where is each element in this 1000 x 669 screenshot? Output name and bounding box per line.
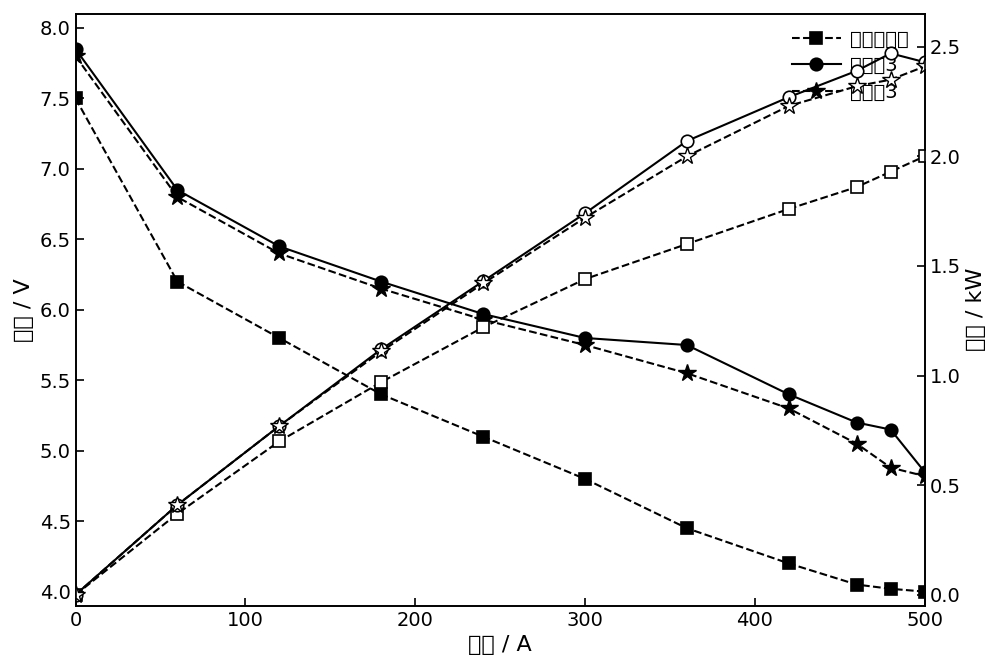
电堆活化前 <box>273 334 285 342</box>
对比例3 <box>851 440 863 448</box>
电堆活化前 <box>171 278 183 286</box>
电堆活化前 <box>477 433 489 441</box>
Line: 实施例3: 实施例3 <box>69 43 931 478</box>
Legend: 电堆活化前, 实施例3, 对比例3: 电堆活化前, 实施例3, 对比例3 <box>786 23 915 108</box>
实施例3 <box>375 278 387 286</box>
Line: 电堆活化前: 电堆活化前 <box>70 93 930 597</box>
X-axis label: 电流 / A: 电流 / A <box>468 635 532 655</box>
对比例3 <box>919 472 931 480</box>
Line: 对比例3: 对比例3 <box>67 47 934 485</box>
实施例3 <box>885 425 897 434</box>
对比例3 <box>273 250 285 258</box>
Y-axis label: 功率 / kW: 功率 / kW <box>966 268 986 351</box>
实施例3 <box>70 45 82 53</box>
对比例3 <box>885 464 897 472</box>
电堆活化前 <box>70 94 82 102</box>
电堆活化前 <box>783 559 795 567</box>
实施例3 <box>919 468 931 476</box>
实施例3 <box>171 186 183 194</box>
电堆活化前 <box>851 581 863 589</box>
实施例3 <box>851 419 863 427</box>
实施例3 <box>579 334 591 342</box>
电堆活化前 <box>919 587 931 595</box>
对比例3 <box>70 52 82 60</box>
电堆活化前 <box>681 524 693 533</box>
实施例3 <box>681 341 693 349</box>
实施例3 <box>477 310 489 318</box>
Y-axis label: 电压 / V: 电压 / V <box>14 278 34 342</box>
对比例3 <box>375 284 387 292</box>
对比例3 <box>477 316 489 324</box>
电堆活化前 <box>885 585 897 593</box>
实施例3 <box>783 390 795 398</box>
对比例3 <box>579 341 591 349</box>
对比例3 <box>171 193 183 201</box>
电堆活化前 <box>579 475 591 483</box>
电堆活化前 <box>375 390 387 398</box>
对比例3 <box>783 405 795 413</box>
对比例3 <box>681 369 693 377</box>
实施例3 <box>273 242 285 250</box>
